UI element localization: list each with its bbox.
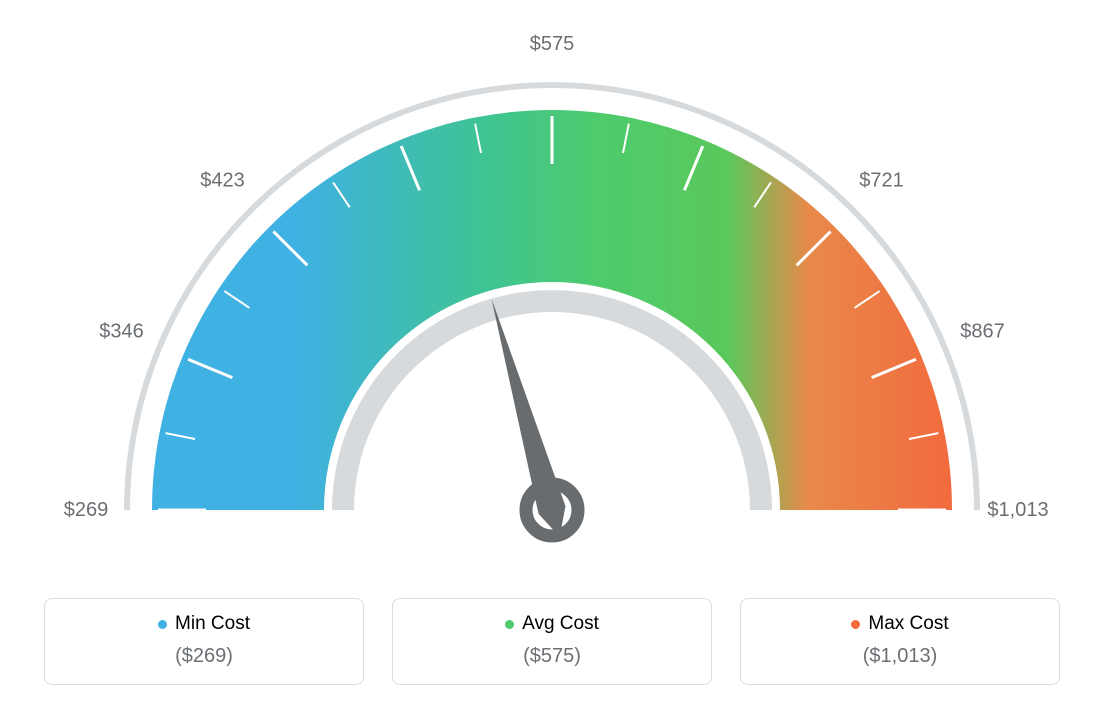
min-value-text: ($269) — [45, 645, 363, 668]
legend-card-min: Min Cost ($269) — [44, 598, 364, 685]
max-dot-icon — [851, 620, 860, 629]
legend-card-max: Max Cost ($1,013) — [740, 598, 1060, 685]
tick-label: $1,013 — [987, 499, 1048, 521]
legend-label-min: Min Cost — [158, 613, 250, 635]
avg-value-text: ($575) — [393, 645, 711, 668]
legend-row: Min Cost ($269) Avg Cost ($575) Max Cost… — [20, 598, 1084, 685]
avg-label-text: Avg Cost — [522, 613, 599, 635]
tick-label: $575 — [530, 33, 575, 55]
tick-label: $423 — [200, 169, 245, 191]
cost-gauge: $269 $346 $423 $575 $721 $867 $1,013 — [20, 20, 1084, 580]
min-dot-icon — [158, 620, 167, 629]
legend-card-avg: Avg Cost ($575) — [392, 598, 712, 685]
gauge-svg: $269 $346 $423 $575 $721 $867 $1,013 — [22, 20, 1082, 580]
tick-label: $269 — [64, 499, 109, 521]
max-value-text: ($1,013) — [741, 645, 1059, 668]
legend-label-avg: Avg Cost — [505, 613, 599, 635]
min-label-text: Min Cost — [175, 613, 250, 635]
avg-dot-icon — [505, 620, 514, 629]
legend-label-max: Max Cost — [851, 613, 948, 635]
tick-label: $346 — [99, 321, 144, 343]
max-label-text: Max Cost — [868, 613, 948, 635]
tick-label: $867 — [960, 321, 1005, 343]
tick-label: $721 — [859, 169, 904, 191]
